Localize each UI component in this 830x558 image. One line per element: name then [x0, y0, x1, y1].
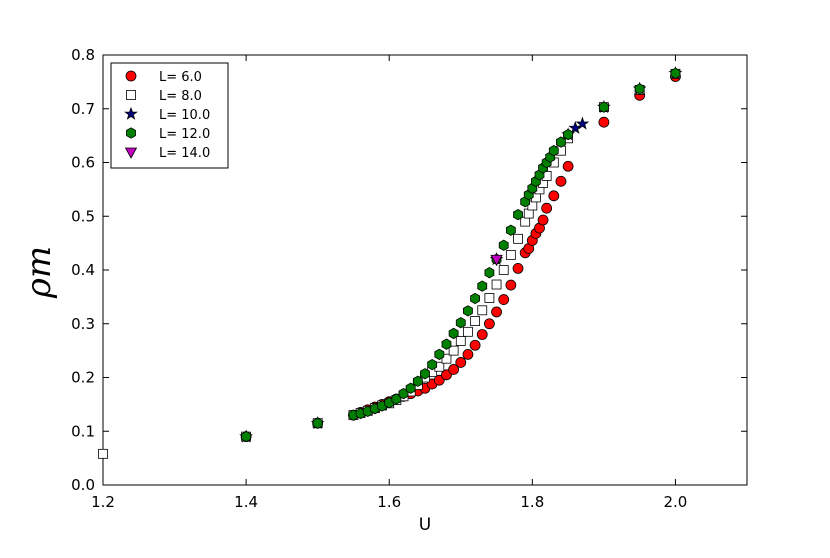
y-tick-label: 0.5 — [71, 207, 95, 225]
marker — [541, 202, 553, 214]
legend-marker — [126, 127, 136, 139]
x-tick-label: 1.2 — [91, 493, 115, 511]
marker — [405, 382, 416, 394]
marker — [441, 369, 452, 381]
marker — [462, 348, 474, 360]
legend-label: L= 8.0 — [159, 89, 202, 104]
marker — [548, 190, 560, 202]
marker — [470, 316, 480, 326]
marker — [520, 216, 531, 227]
marker — [441, 353, 452, 364]
marker — [598, 116, 610, 128]
marker — [455, 357, 467, 368]
series — [241, 67, 681, 443]
marker — [434, 348, 445, 361]
marker — [498, 239, 509, 251]
x-tick-label: 1.6 — [377, 493, 401, 511]
marker — [477, 280, 488, 292]
marker — [455, 317, 466, 329]
marker — [484, 267, 495, 279]
marker — [505, 279, 517, 291]
marker — [463, 326, 473, 337]
marker — [505, 250, 516, 260]
marker — [469, 339, 481, 351]
marker — [427, 358, 438, 371]
series — [239, 66, 683, 443]
legend-marker — [124, 106, 138, 120]
x-tick-label: 1.4 — [234, 493, 258, 511]
legend-marker — [126, 90, 136, 100]
marker — [537, 214, 549, 226]
marker — [490, 254, 503, 267]
marker — [420, 368, 430, 380]
x-tick-label: 2.0 — [664, 493, 688, 511]
x-tick-label: 1.8 — [520, 493, 544, 511]
y-tick-label: 0.3 — [71, 315, 95, 333]
y-tick-label: 0.1 — [71, 422, 95, 440]
y-tick-label: 0.8 — [71, 46, 95, 64]
marker — [523, 208, 534, 219]
marker — [484, 293, 495, 303]
marker — [512, 262, 524, 274]
marker — [555, 175, 567, 187]
marker — [98, 448, 108, 459]
legend-item: L= 6.0 — [125, 70, 202, 85]
marker — [470, 292, 480, 305]
marker — [548, 145, 559, 157]
marker — [312, 417, 323, 429]
marker — [448, 327, 459, 340]
legend-label: L= 12.0 — [159, 127, 210, 142]
legend-label: L= 6.0 — [159, 70, 202, 85]
marker — [513, 208, 523, 221]
y-axis-label: ρm — [19, 246, 59, 299]
y-tick-label: 0.4 — [71, 261, 95, 279]
marker — [241, 430, 252, 443]
series — [240, 71, 681, 443]
marker — [477, 305, 488, 316]
legend-item: L= 8.0 — [126, 89, 202, 104]
marker — [513, 233, 523, 244]
marker — [491, 306, 502, 318]
legend-marker — [124, 147, 138, 159]
marker — [505, 224, 516, 236]
marker — [670, 67, 681, 79]
marker — [498, 294, 510, 305]
marker — [483, 318, 495, 330]
marker — [476, 329, 488, 340]
series — [490, 254, 503, 267]
marker — [598, 101, 609, 113]
legend-item: L= 14.0 — [124, 146, 210, 161]
marker — [441, 338, 452, 350]
legend-marker — [125, 70, 137, 82]
legend-item: L= 12.0 — [126, 127, 210, 142]
marker — [556, 136, 566, 148]
legend-item: L= 10.0 — [124, 106, 210, 123]
y-tick-label: 0.6 — [71, 154, 95, 172]
marker — [448, 364, 460, 375]
y-tick-label: 0.2 — [71, 369, 95, 387]
marker — [463, 305, 473, 317]
marker — [575, 116, 590, 130]
marker — [455, 336, 466, 346]
marker — [634, 83, 645, 95]
marker — [412, 375, 423, 387]
marker — [491, 279, 502, 290]
y-tick-label: 0.7 — [71, 100, 95, 118]
marker — [563, 128, 574, 141]
marker — [433, 374, 445, 386]
x-axis-label: U — [419, 515, 431, 535]
legend-label: L= 14.0 — [159, 146, 210, 161]
marker — [498, 265, 509, 275]
marker — [448, 345, 459, 356]
y-tick-label: 0.0 — [71, 476, 95, 494]
marker — [562, 160, 574, 172]
legend-label: L= 10.0 — [159, 108, 210, 123]
